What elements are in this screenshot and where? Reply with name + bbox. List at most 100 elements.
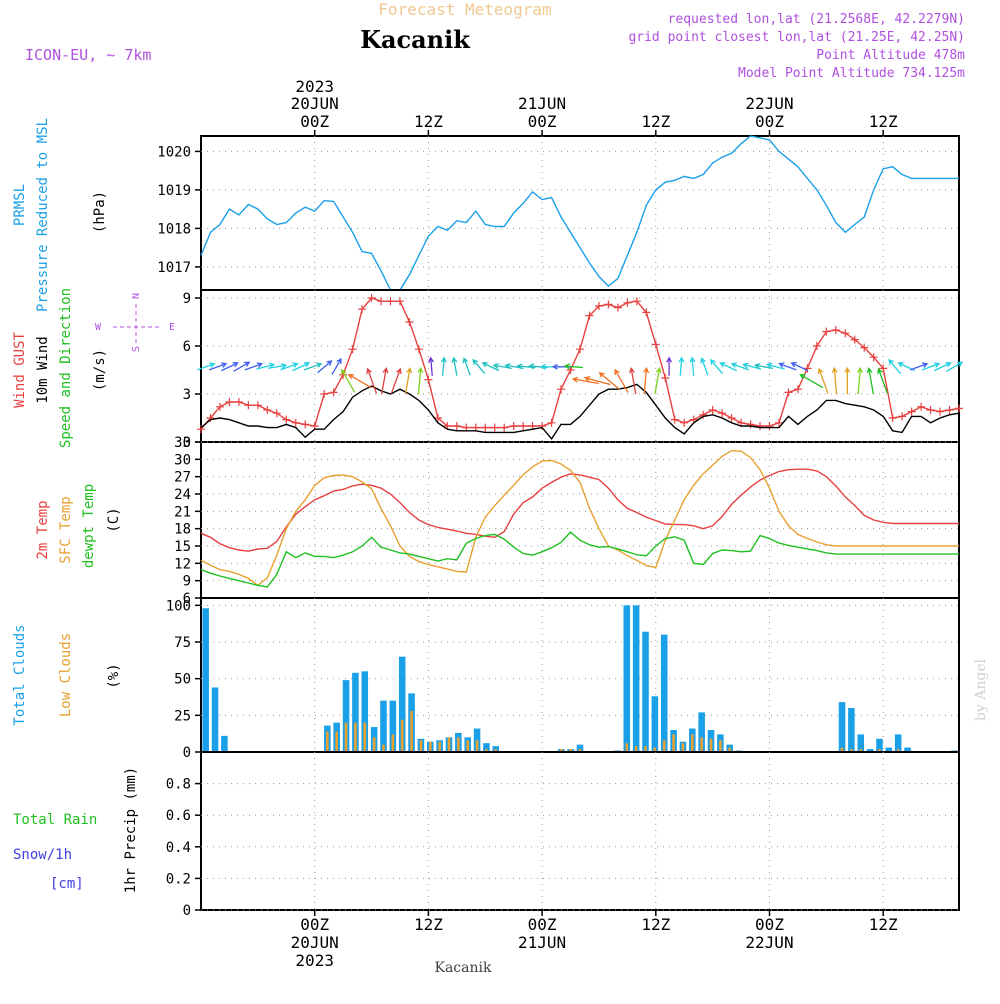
pressure-ytick-label: 1019 bbox=[157, 183, 191, 199]
low-cloud-bar bbox=[466, 740, 470, 752]
header-model: ICON-EU, ~ 7km bbox=[25, 46, 151, 64]
wind-arrow bbox=[817, 367, 829, 394]
total-cloud-bar bbox=[361, 671, 369, 752]
low-cloud-bar bbox=[878, 749, 881, 752]
precip-ytick-label: 0 bbox=[183, 903, 191, 919]
low-cloud-bar bbox=[559, 749, 563, 752]
low-cloud-bar bbox=[372, 737, 376, 752]
wind-arrow bbox=[857, 366, 863, 395]
wind-arrow bbox=[628, 367, 637, 395]
gust-point bbox=[215, 402, 224, 411]
bottom-axis-hour-label: 12Z bbox=[641, 915, 670, 934]
clouds-ytick-label: 0 bbox=[183, 745, 191, 761]
wind-arrow bbox=[451, 356, 458, 376]
top-axis-hour-label: 12Z bbox=[869, 112, 898, 131]
bottom-axis-hour-label: 12Z bbox=[869, 915, 898, 934]
wind-arrow bbox=[921, 362, 941, 371]
wind-arrow bbox=[933, 362, 952, 372]
temp-2m-label: 2m Temp bbox=[35, 500, 51, 559]
gust-point bbox=[708, 406, 717, 414]
gust-point bbox=[727, 414, 736, 422]
wind-arrow bbox=[909, 362, 929, 371]
low-cloud-bar bbox=[578, 749, 582, 752]
series-prmsl bbox=[200, 135, 959, 291]
series-sfc-temp bbox=[200, 449, 959, 587]
total-cloud-bar bbox=[398, 656, 406, 752]
wind-arrow bbox=[268, 363, 288, 370]
wind-10m-label: 10m Wind bbox=[35, 336, 51, 403]
top-axis-hour-label: 12Z bbox=[641, 112, 670, 131]
wind-arrow bbox=[719, 362, 737, 372]
temperature-ytick-label: 33 bbox=[174, 435, 191, 451]
header-model-altitude: Model Point Altitude 734.125m bbox=[738, 66, 965, 81]
gust-point bbox=[841, 329, 850, 338]
gust-point bbox=[746, 420, 755, 429]
top-axis-date-label: 22JUN bbox=[745, 94, 793, 113]
gust-point bbox=[538, 422, 547, 430]
header-point-altitude: Point Altitude 478m bbox=[816, 48, 965, 63]
gust-point bbox=[244, 401, 253, 410]
pressure-label-1: PRMSL bbox=[12, 184, 28, 226]
wind-arrow bbox=[666, 356, 673, 376]
header-location: Kacanik bbox=[360, 25, 471, 54]
top-axis-first-date: 20JUN bbox=[291, 94, 339, 113]
low-cloud-bar bbox=[428, 741, 432, 752]
wind-arrow bbox=[366, 367, 378, 394]
gust-point bbox=[329, 388, 338, 397]
gust-point bbox=[651, 340, 660, 349]
low-cloud-bar bbox=[709, 738, 713, 752]
wind-arrow bbox=[303, 362, 323, 371]
gust-point bbox=[888, 414, 897, 422]
pressure-ytick-label: 1017 bbox=[157, 260, 191, 276]
gust-point bbox=[547, 418, 556, 427]
bottom-axis-year: 2023 bbox=[295, 951, 334, 970]
gust-point bbox=[774, 418, 783, 427]
gust-point bbox=[661, 374, 670, 382]
pressure-ytick-label: 1018 bbox=[157, 221, 191, 237]
precip-ytick-label: 0.6 bbox=[166, 808, 191, 824]
wind-arrow bbox=[440, 356, 447, 376]
header-title: Forecast Meteogram bbox=[378, 0, 551, 19]
top-axis-year: 2023 bbox=[295, 77, 334, 96]
wind-arrow bbox=[381, 367, 389, 395]
gust-point bbox=[386, 297, 395, 306]
precip-ytick-label: 0.4 bbox=[166, 840, 191, 856]
wind-arrow bbox=[877, 367, 889, 394]
clouds-total-label: Total Clouds bbox=[12, 624, 28, 725]
temperature-ytick-label: 18 bbox=[174, 522, 191, 538]
wind-arrow bbox=[472, 358, 486, 375]
precip-cm-label: [cm] bbox=[50, 876, 84, 892]
low-cloud-bar bbox=[569, 749, 572, 752]
low-cloud-bar bbox=[850, 749, 853, 752]
top-axis-hour-label: 12Z bbox=[414, 112, 443, 131]
wind-arrow bbox=[888, 358, 902, 375]
gust-point bbox=[822, 327, 831, 336]
series-wind-gust bbox=[200, 297, 960, 430]
top-axis-hour-label: 00Z bbox=[755, 112, 784, 131]
temperature-ytick-label: 6 bbox=[183, 591, 191, 607]
low-cloud-bar bbox=[457, 737, 460, 752]
gust-point bbox=[784, 388, 793, 397]
total-cloud-bar bbox=[885, 747, 893, 752]
total-cloud-bar bbox=[380, 700, 387, 752]
wind-arrow bbox=[208, 362, 228, 371]
gust-point bbox=[945, 406, 954, 414]
gust-point bbox=[604, 300, 613, 309]
total-cloud-bar bbox=[838, 702, 846, 752]
precip-snow-label: Snow/1h bbox=[13, 847, 72, 863]
low-cloud-bar bbox=[438, 741, 441, 752]
wind-gust-label: Wind GUST bbox=[12, 332, 28, 408]
gust-point bbox=[917, 402, 926, 411]
wind-arrow bbox=[341, 368, 356, 393]
series-dewpt-temp bbox=[200, 531, 959, 588]
gust-point bbox=[793, 385, 802, 394]
total-cloud-bar bbox=[342, 680, 350, 752]
gust-point bbox=[831, 326, 840, 334]
low-cloud-bar bbox=[400, 719, 404, 752]
wind-arrow bbox=[689, 356, 696, 376]
low-cloud-bar bbox=[382, 744, 385, 752]
gust-point bbox=[860, 343, 869, 352]
